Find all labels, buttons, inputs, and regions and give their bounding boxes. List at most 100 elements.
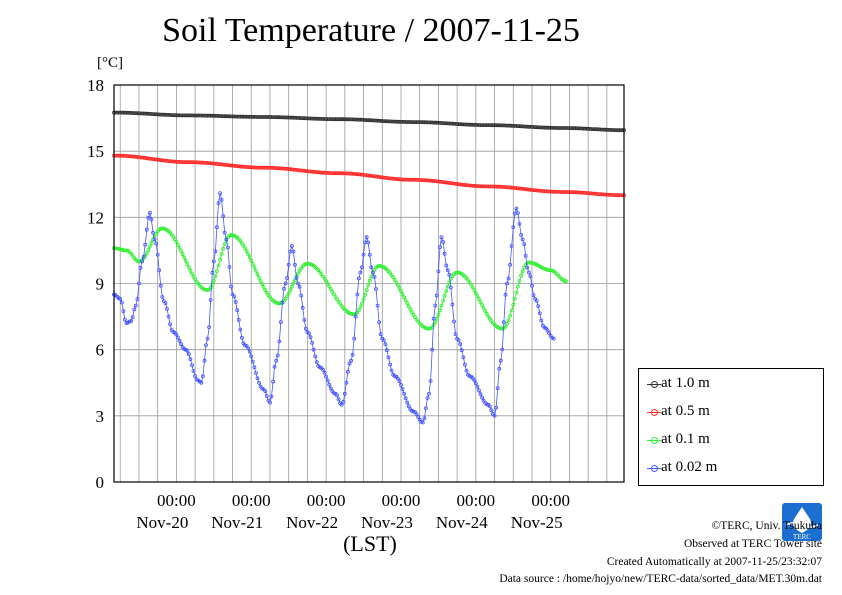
data-point <box>243 246 247 251</box>
data-point <box>297 284 302 289</box>
data-point <box>402 295 407 300</box>
y-ticks: 0 3 6 9 12 15 18 <box>87 76 104 492</box>
data-point <box>508 262 513 267</box>
data-point <box>260 282 265 287</box>
data-point <box>289 284 294 289</box>
data-point <box>157 268 162 273</box>
data-point <box>174 332 179 337</box>
data-point <box>288 288 293 293</box>
data-point <box>336 397 341 402</box>
data-point <box>118 296 123 301</box>
data-point <box>472 378 477 383</box>
series-at-1-0-m <box>112 110 626 133</box>
data-point <box>182 255 187 260</box>
chart-title: Soil Temperature / 2007-11-25 <box>162 12 580 49</box>
data-point <box>263 389 268 394</box>
data-point <box>536 304 541 309</box>
x-ticks: 00:00 Nov-20 00:00 Nov-21 00:00 Nov-22 00:00 No… <box>136 491 570 532</box>
data-point <box>199 380 204 385</box>
data-point <box>236 317 241 322</box>
data-point <box>487 404 492 409</box>
data-point <box>211 259 216 264</box>
data-point <box>427 391 431 396</box>
data-point <box>249 258 254 263</box>
data-point <box>144 251 149 256</box>
legend-item: at 0.02 m <box>639 459 823 479</box>
data-point <box>211 279 216 283</box>
data-point <box>489 408 494 413</box>
data-point <box>403 298 408 303</box>
data-point <box>436 312 441 317</box>
data-point <box>353 314 358 319</box>
x-tick-date-label: Nov-21 <box>211 513 263 532</box>
data-point <box>349 358 354 363</box>
x-tick-date-label: Nov-22 <box>286 513 338 532</box>
data-point <box>216 201 221 206</box>
data-point <box>296 271 300 276</box>
data-point <box>505 321 509 326</box>
data-point <box>291 249 296 254</box>
data-point <box>123 317 127 322</box>
data-point <box>188 268 193 273</box>
data-point <box>517 278 522 283</box>
data-point <box>444 263 449 268</box>
data-point <box>119 300 124 305</box>
x-tick-time-label: 00:00 <box>307 491 346 510</box>
data-point <box>257 275 261 280</box>
data-point <box>402 391 407 396</box>
legend-swatch-marker <box>651 437 658 444</box>
data-point <box>431 316 436 321</box>
data-point <box>478 300 483 305</box>
footer-copyright: ©TERC, Univ. Tsukuba <box>711 520 822 532</box>
data-point <box>208 285 213 290</box>
data-point <box>133 303 138 308</box>
data-point <box>177 245 182 250</box>
data-point <box>121 309 126 314</box>
data-point <box>294 276 299 280</box>
data-point <box>291 281 296 286</box>
data-point <box>205 336 210 341</box>
data-point <box>539 318 544 323</box>
data-point <box>146 215 151 220</box>
data-point <box>325 281 330 286</box>
data-point <box>442 251 447 256</box>
data-point <box>283 281 288 286</box>
data-point <box>448 277 453 282</box>
data-point <box>210 282 215 287</box>
data-point <box>514 290 519 295</box>
data-point <box>423 406 428 411</box>
data-point <box>129 319 134 323</box>
data-point <box>302 317 307 322</box>
data-point <box>174 239 179 244</box>
data-point <box>185 262 190 267</box>
x-axis-label: (LST) <box>343 531 397 556</box>
data-point <box>229 284 233 289</box>
data-point <box>219 252 224 256</box>
data-point <box>210 270 215 275</box>
data-point <box>512 296 517 301</box>
series-at-0-1-m <box>112 226 569 331</box>
data-point <box>331 292 336 297</box>
data-point <box>221 246 226 251</box>
data-point <box>269 394 274 399</box>
data-point <box>475 384 480 389</box>
data-point <box>310 340 315 345</box>
data-point <box>361 297 366 302</box>
data-point <box>219 197 224 202</box>
data-point <box>271 379 276 384</box>
data-point <box>246 252 251 257</box>
data-point <box>285 294 290 299</box>
data-point <box>193 374 198 378</box>
x-tick-date-label: Nov-23 <box>361 513 413 532</box>
data-point <box>508 313 513 318</box>
legend: at 1.0 m at 0.5 m at 0.1 m at 0.02 m <box>638 368 824 486</box>
data-point <box>399 383 403 387</box>
data-point <box>517 221 522 226</box>
footer-created: Created Automatically at 2007-11-25/23:3… <box>606 556 822 568</box>
x-tick-date-label: Nov-25 <box>511 513 563 532</box>
data-point <box>523 253 528 258</box>
data-point <box>286 291 291 296</box>
terc-logo: TERC <box>782 503 822 541</box>
